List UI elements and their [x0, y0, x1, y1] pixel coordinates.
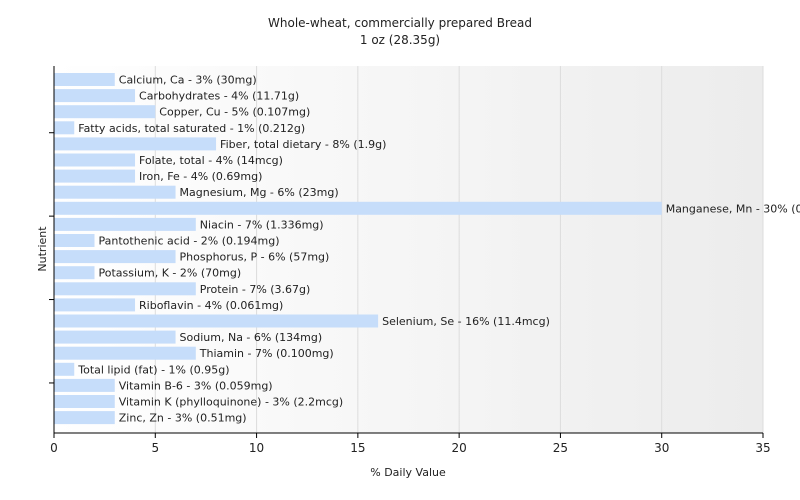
bar [54, 185, 176, 199]
bar [54, 137, 217, 151]
x-tick-label: 0 [50, 441, 58, 455]
x-tick-label: 5 [151, 441, 159, 455]
bar [54, 378, 115, 392]
grid-lines [154, 66, 764, 433]
x-tick-label: 25 [553, 441, 568, 455]
bar-label: Riboflavin - 4% (0.061mg) [139, 299, 283, 312]
bars-group: Calcium, Ca - 3% (30mg) Carbohydrates - 4… [54, 73, 800, 425]
bar [54, 169, 136, 183]
bar-label: Sodium, Na - 6% (134mg) [180, 331, 323, 344]
bar-label: Folate, total - 4% (14mcg) [139, 154, 283, 167]
x-tick-label: 10 [249, 441, 264, 455]
bar-label: Potassium, K - 2% (70mg) [99, 267, 242, 280]
bar [54, 411, 115, 425]
bar-label: Carbohydrates - 4% (11.71g) [139, 90, 299, 103]
bar [54, 153, 136, 167]
x-tick-label: 20 [452, 441, 467, 455]
bar [54, 266, 95, 280]
bar-label: Niacin - 7% (1.336mg) [200, 218, 324, 231]
bar-label: Magnesium, Mg - 6% (23mg) [180, 186, 339, 199]
bar-label: Fiber, total dietary - 8% (1.9g) [220, 138, 386, 151]
chart-subtitle: 1 oz (28.35g) [360, 33, 440, 47]
bar [54, 314, 379, 328]
bar-label: Total lipid (fat) - 1% (0.95g) [77, 363, 229, 376]
x-axis-ticks: 0 5 10 15 20 25 30 35 [50, 433, 771, 455]
bar-label: Selenium, Se - 16% (11.4mcg) [382, 315, 550, 328]
axes-group [49, 66, 763, 434]
bar-label: Manganese, Mn - 30% (0.605mg) [666, 202, 800, 215]
bar [54, 298, 136, 312]
bar-label: Phosphorus, P - 6% (57mg) [180, 251, 330, 264]
bar [54, 346, 196, 360]
bar [54, 121, 75, 135]
x-tick-label: 15 [350, 441, 365, 455]
bar [54, 201, 662, 215]
bar [54, 282, 196, 296]
bar [54, 89, 136, 103]
bar-label: Vitamin K (phylloquinone) - 3% (2.2mcg) [119, 396, 343, 409]
bar [54, 250, 176, 264]
bar [54, 73, 115, 86]
bar-label: Protein - 7% (3.67g) [200, 283, 311, 296]
y-axis-title: Nutrient [36, 226, 49, 272]
bar-label: Thiamin - 7% (0.100mg) [199, 347, 334, 360]
bar-label: Fatty acids, total saturated - 1% (0.212… [78, 122, 305, 135]
bar [54, 330, 176, 344]
bar-label: Vitamin B-6 - 3% (0.059mg) [119, 379, 273, 392]
bar-label: Pantothenic acid - 2% (0.194mg) [99, 235, 280, 248]
x-tick-label: 35 [755, 441, 770, 455]
bar-label: Zinc, Zn - 3% (0.51mg) [119, 412, 247, 425]
bar [54, 234, 95, 247]
x-axis-title: % Daily Value [370, 466, 446, 479]
plot-area [54, 66, 763, 433]
x-tick-label: 30 [654, 441, 669, 455]
bar [54, 362, 75, 376]
bar [54, 217, 196, 231]
bar [54, 395, 115, 408]
bar-label: Iron, Fe - 4% (0.69mg) [139, 170, 262, 183]
chart-title: Whole-wheat, commercially prepared Bread [268, 16, 532, 30]
bar-label: Copper, Cu - 5% (0.107mg) [159, 106, 310, 119]
bar-label: Calcium, Ca - 3% (30mg) [119, 74, 257, 87]
bar [54, 105, 156, 119]
